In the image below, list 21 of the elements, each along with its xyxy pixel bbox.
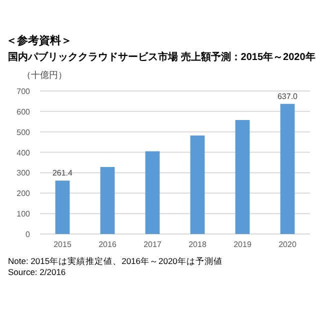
- annotation: Source: 2/2016: [8, 267, 66, 277]
- xtick: 2020: [278, 240, 296, 249]
- data-label: 637.0: [277, 92, 298, 101]
- ytick: 700: [16, 87, 30, 96]
- xtick: 2016: [98, 240, 116, 249]
- data-label: 261.4: [52, 168, 73, 178]
- xtick: 2015: [54, 240, 72, 249]
- ytick: 100: [16, 210, 30, 219]
- ytick: 600: [16, 107, 30, 116]
- ylabel: （十億円）: [22, 70, 67, 80]
- ytick: 300: [16, 168, 30, 178]
- xtick: 2017: [144, 240, 162, 249]
- ytick: 500: [16, 128, 30, 137]
- ytick: 0: [26, 230, 30, 239]
- title: 国内パブリッククラウドサービス市場 売上額予測：2015年～2020年: [8, 52, 316, 63]
- xtick: 2018: [188, 240, 206, 249]
- xtick: 2019: [234, 240, 252, 249]
- ytick: 200: [16, 189, 30, 198]
- subtitle: ＜参考資料＞: [6, 35, 72, 47]
- ytick: 400: [16, 148, 30, 158]
- annotation: Note: 2015年は実績推定値、2016年～2020年は予測値: [8, 256, 222, 266]
